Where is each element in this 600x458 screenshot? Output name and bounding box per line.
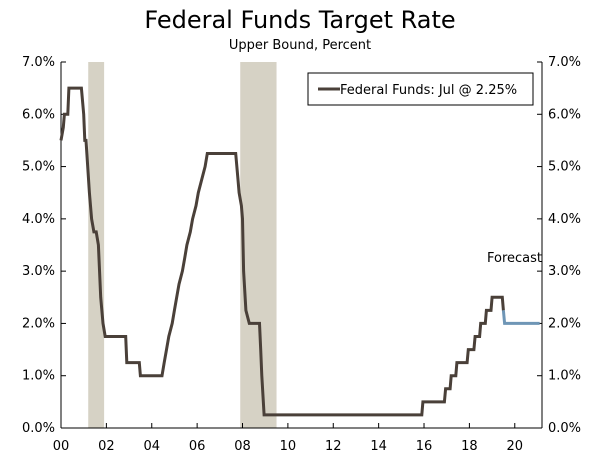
y-tick-label-left: 5.0% xyxy=(22,160,55,175)
y-tick-label-right: 0.0% xyxy=(548,421,581,436)
x-tick-label: 06 xyxy=(189,439,206,454)
y-tick-label-left: 4.0% xyxy=(22,212,55,227)
federal-funds-line xyxy=(59,86,505,417)
forecast-line xyxy=(501,310,540,325)
x-tick-label: 18 xyxy=(461,439,478,454)
x-tick-label: 10 xyxy=(280,439,297,454)
x-tick-label: 20 xyxy=(507,439,524,454)
legend-box xyxy=(307,72,534,106)
y-tick-label-right: 5.0% xyxy=(548,160,581,175)
y-tick-label-left: 0.0% xyxy=(22,421,55,436)
x-tick-label: 02 xyxy=(98,439,115,454)
y-tick-label-right: 4.0% xyxy=(548,212,581,227)
legend-label: Federal Funds: Jul @ 2.25% xyxy=(340,83,517,98)
x-tick-label: 16 xyxy=(416,439,433,454)
y-tick-label-left: 3.0% xyxy=(22,264,55,279)
y-tick-label-right: 6.0% xyxy=(548,107,581,122)
x-tick-label: 08 xyxy=(234,439,251,454)
y-tick-label-left: 1.0% xyxy=(22,369,55,384)
y-tick-label-left: 6.0% xyxy=(22,107,55,122)
y-tick-label-right: 7.0% xyxy=(548,55,581,70)
recession-band-2 xyxy=(240,62,277,428)
x-tick-label: 14 xyxy=(370,439,387,454)
chart-title: Federal Funds Target Rate xyxy=(144,6,456,34)
recession-band-1 xyxy=(88,62,105,428)
x-tick-label: 12 xyxy=(325,439,342,454)
x-tick-label: 04 xyxy=(143,439,160,454)
y-tick-label-left: 2.0% xyxy=(22,316,55,331)
y-tick-label-right: 3.0% xyxy=(548,264,581,279)
y-tick-label-right: 1.0% xyxy=(548,369,581,384)
chart-subtitle: Upper Bound, Percent xyxy=(228,38,372,53)
y-tick-label-left: 7.0% xyxy=(22,55,55,70)
x-tick-label: 00 xyxy=(53,439,70,454)
forecast-annotation: Forecast xyxy=(487,251,542,266)
y-tick-label-right: 2.0% xyxy=(548,316,581,331)
